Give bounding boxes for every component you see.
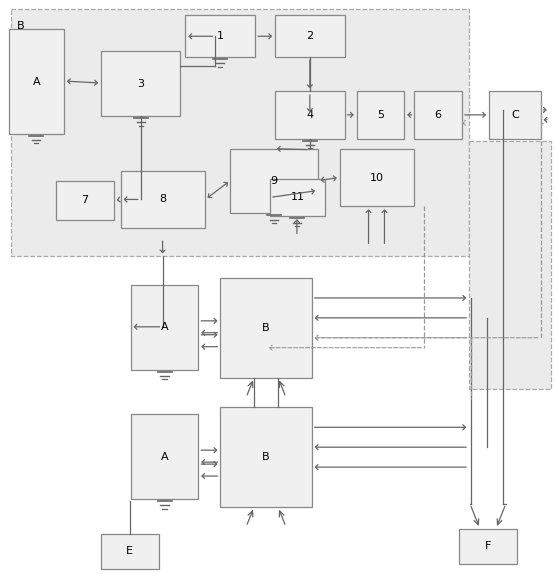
Bar xyxy=(356,91,404,139)
Text: 2: 2 xyxy=(306,31,314,41)
Text: 4: 4 xyxy=(306,110,314,120)
Bar xyxy=(459,529,517,564)
Bar xyxy=(9,29,64,134)
Bar xyxy=(275,15,345,57)
Text: 11: 11 xyxy=(290,192,304,203)
Text: 6: 6 xyxy=(435,110,441,120)
Bar xyxy=(270,179,325,216)
Text: 5: 5 xyxy=(377,110,384,120)
Bar xyxy=(230,149,318,214)
Bar xyxy=(220,408,312,507)
Text: 8: 8 xyxy=(160,195,167,204)
Text: B: B xyxy=(262,323,270,333)
Text: F: F xyxy=(485,541,491,551)
Bar xyxy=(414,91,462,139)
Bar xyxy=(220,278,312,378)
Text: B: B xyxy=(262,452,270,462)
Bar xyxy=(11,9,469,256)
Bar xyxy=(101,534,158,569)
Bar xyxy=(340,149,414,207)
Bar xyxy=(101,51,181,116)
Bar xyxy=(131,414,198,499)
Text: 10: 10 xyxy=(370,173,384,183)
Text: E: E xyxy=(126,546,133,556)
Text: A: A xyxy=(161,322,168,332)
Text: 1: 1 xyxy=(217,31,224,41)
Text: C: C xyxy=(511,110,519,120)
Text: 7: 7 xyxy=(81,195,88,205)
Bar xyxy=(56,181,114,220)
Bar xyxy=(121,170,205,228)
Text: 9: 9 xyxy=(270,176,277,186)
Bar xyxy=(275,91,345,139)
Bar xyxy=(131,285,198,370)
Bar xyxy=(186,15,255,57)
Text: B: B xyxy=(17,21,25,32)
Text: A: A xyxy=(161,452,168,461)
Bar xyxy=(469,141,550,390)
Bar xyxy=(489,91,540,139)
Text: 3: 3 xyxy=(137,79,144,88)
Text: A: A xyxy=(33,76,41,87)
